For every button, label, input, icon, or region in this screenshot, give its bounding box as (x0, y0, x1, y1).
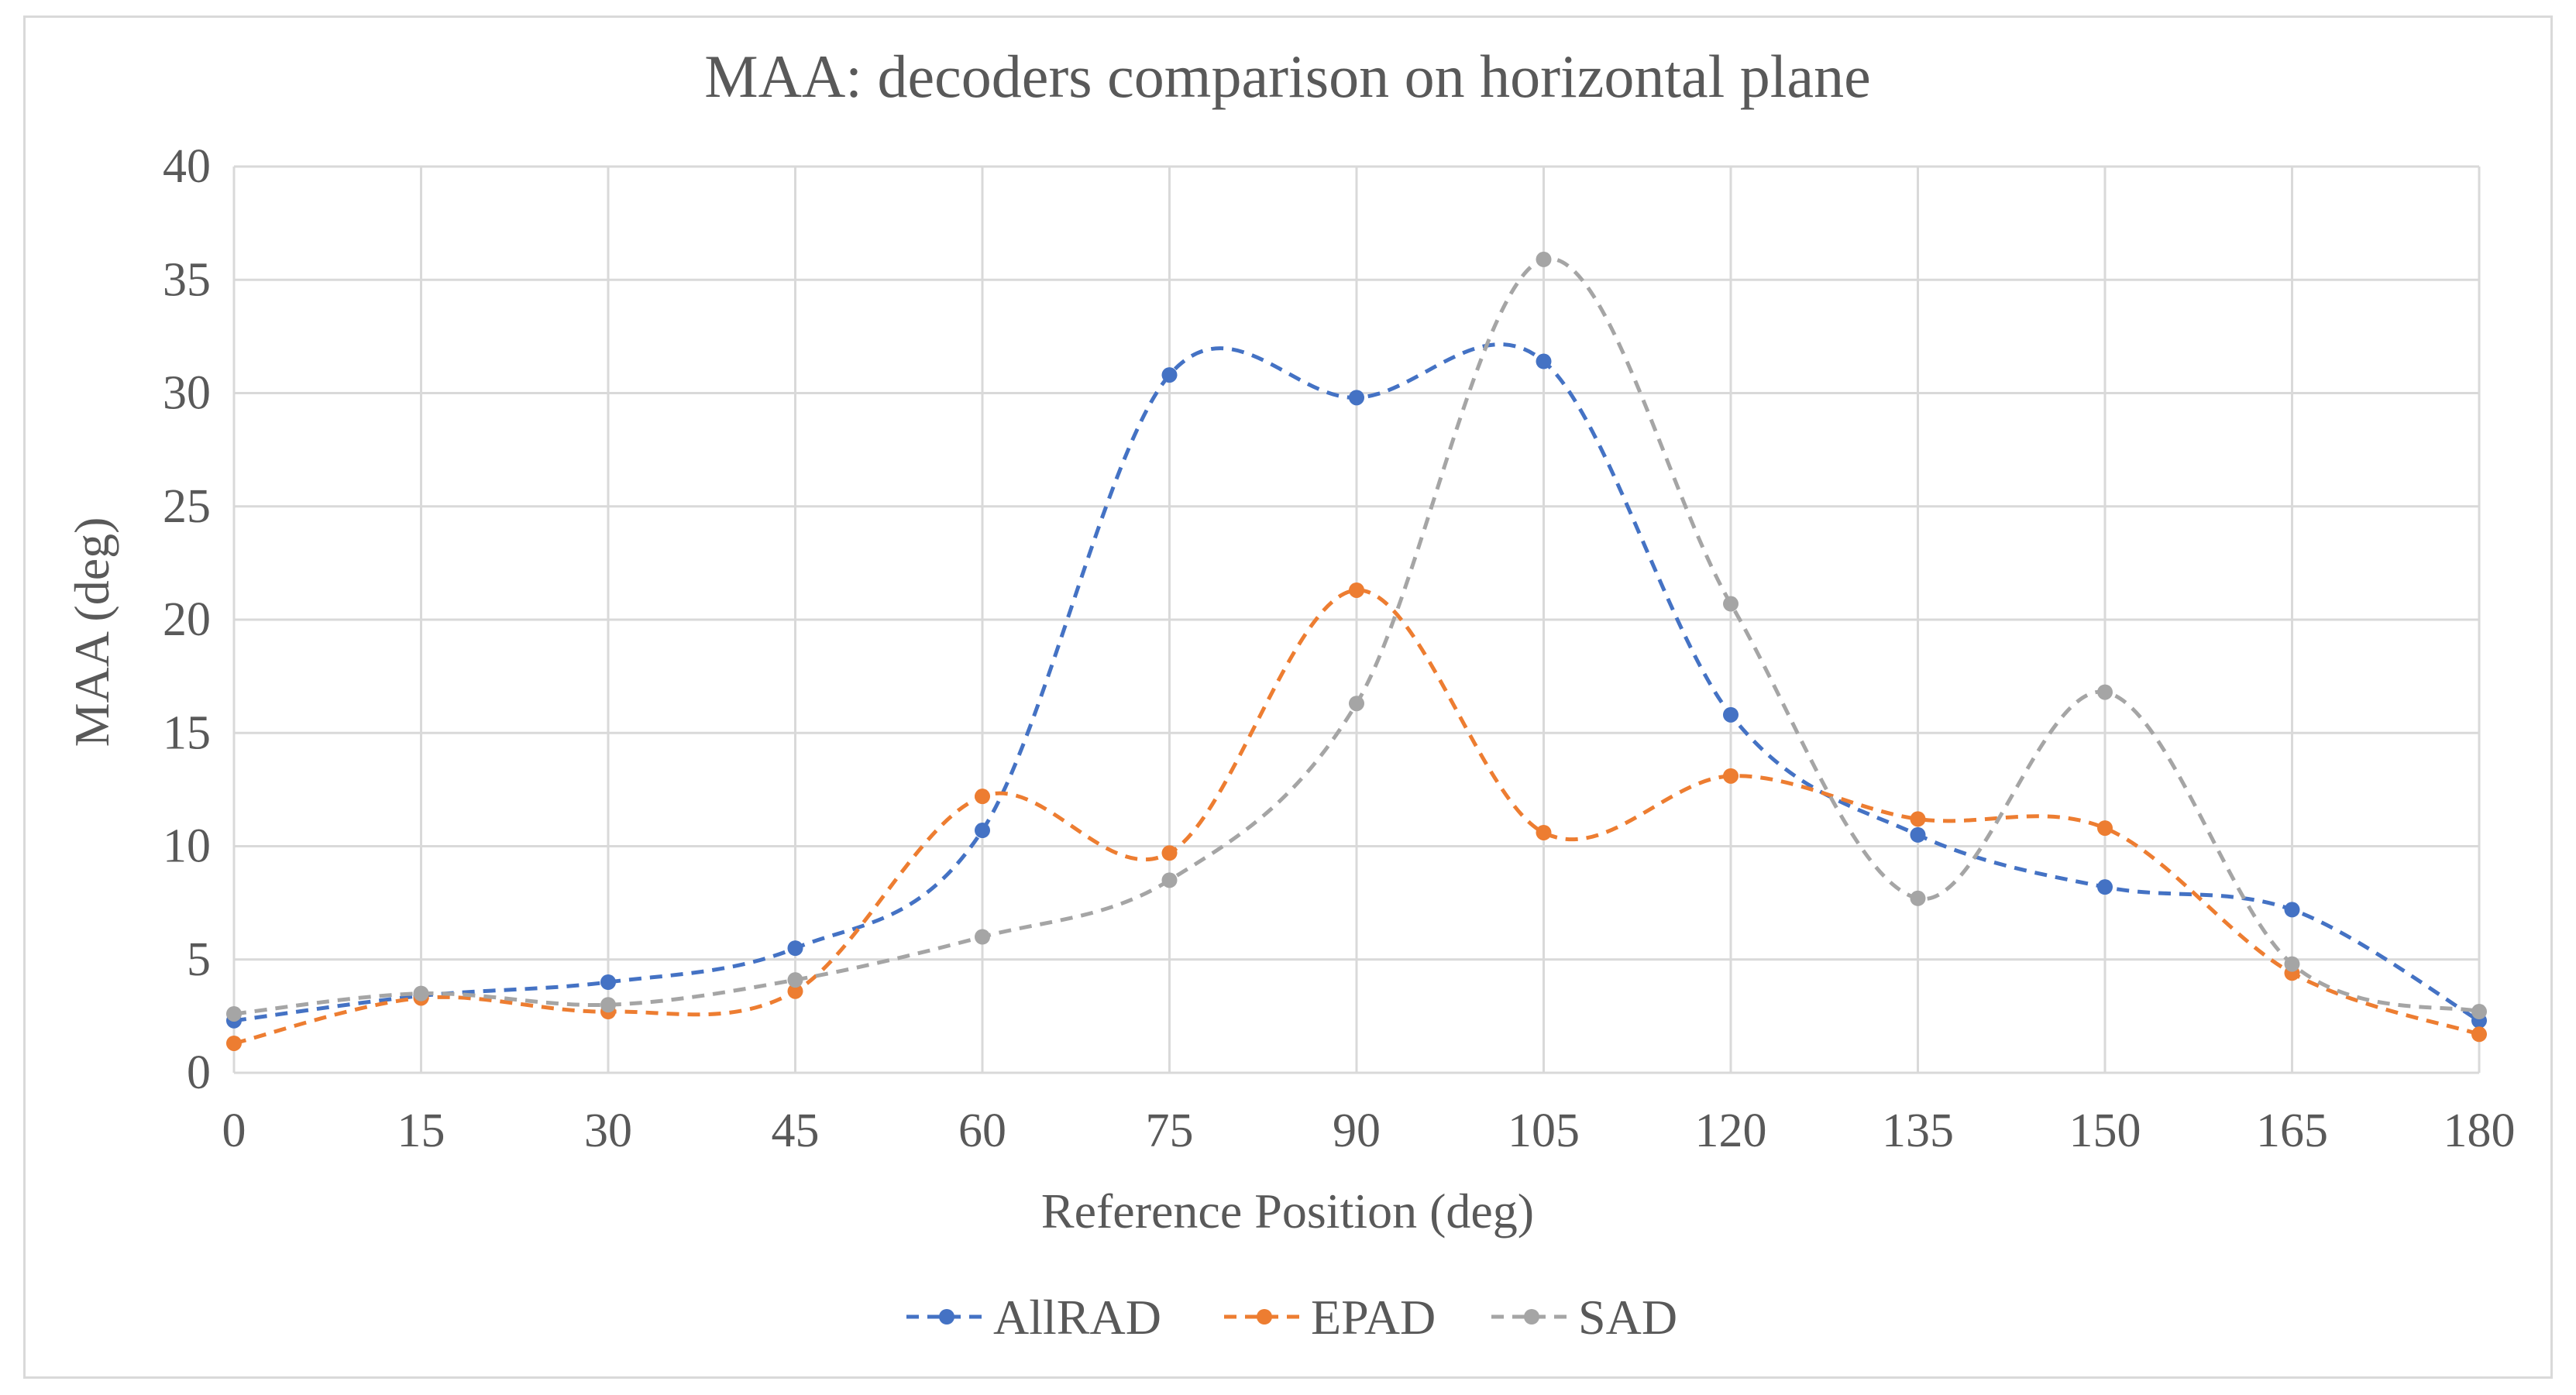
gridlines (232, 165, 2481, 1074)
data-point-sad (787, 972, 803, 988)
y-tick-label: 25 (163, 480, 211, 533)
data-point-sad (1349, 696, 1364, 712)
data-point-sad (1536, 251, 1552, 267)
data-point-sad (2471, 1004, 2487, 1020)
x-tick-label: 0 (222, 1105, 246, 1157)
data-point-allrad (975, 823, 990, 839)
data-point-sad (226, 1005, 242, 1022)
data-point-sad (1161, 872, 1178, 888)
data-point-epad (2097, 820, 2113, 837)
data-point-epad (1349, 582, 1364, 598)
chart-title: MAA: decoders comparison on horizontal p… (704, 43, 1870, 110)
data-point-epad (1723, 768, 1739, 784)
x-tick-label: 15 (397, 1105, 445, 1157)
x-axis-ticks: 0 15 30 45 60 75 90 105 120 135 150 165 180 (222, 1105, 2516, 1157)
legend-item-allrad: AllRAD (906, 1290, 1161, 1345)
data-point-allrad (1910, 826, 1926, 843)
data-point-allrad (1723, 706, 1739, 723)
y-tick-label: 15 (163, 706, 211, 759)
data-point-allrad (1536, 353, 1552, 369)
y-tick-label: 35 (163, 253, 211, 306)
y-tick-label: 5 (187, 933, 211, 986)
data-point-allrad (1161, 367, 1178, 383)
legend-marker (939, 1309, 954, 1325)
series-sad (226, 251, 2487, 1022)
x-tick-label: 90 (1333, 1105, 1381, 1157)
data-point-sad (600, 997, 616, 1013)
legend-label: SAD (1578, 1290, 1677, 1345)
data-point-allrad (600, 974, 616, 990)
y-tick-label: 30 (163, 367, 211, 420)
legend: AllRAD EPAD SAD (906, 1290, 1677, 1345)
x-tick-label: 30 (584, 1105, 632, 1157)
y-tick-label: 10 (163, 820, 211, 873)
data-point-epad (2471, 1026, 2487, 1043)
data-point-allrad (2284, 902, 2300, 918)
data-point-epad (1161, 845, 1178, 861)
data-point-sad (2284, 956, 2300, 972)
legend-marker (1257, 1309, 1272, 1325)
data-point-epad (226, 1035, 242, 1051)
y-axis-title: MAA (deg) (64, 517, 119, 747)
x-axis-title: Reference Position (deg) (1041, 1184, 1534, 1239)
x-tick-label: 75 (1146, 1105, 1194, 1157)
legend-item-sad: SAD (1491, 1290, 1677, 1345)
y-tick-label: 20 (163, 593, 211, 646)
legend-item-epad: EPAD (1224, 1290, 1436, 1345)
data-point-epad (1910, 811, 1926, 827)
data-point-allrad (787, 940, 803, 957)
data-point-allrad (2097, 879, 2113, 895)
data-point-epad (975, 789, 990, 805)
x-tick-label: 135 (1882, 1105, 1954, 1157)
legend-label: AllRAD (993, 1290, 1161, 1345)
data-point-sad (1723, 596, 1739, 612)
chart-frame (23, 15, 2553, 1379)
x-tick-label: 165 (2256, 1105, 2328, 1157)
x-tick-label: 120 (1695, 1105, 1767, 1157)
x-tick-label: 60 (958, 1105, 1006, 1157)
y-tick-label: 0 (187, 1046, 211, 1099)
data-point-allrad (1349, 390, 1364, 406)
x-tick-label: 45 (772, 1105, 820, 1157)
data-point-epad (1536, 824, 1552, 840)
legend-label: EPAD (1311, 1290, 1436, 1345)
x-tick-label: 180 (2444, 1105, 2516, 1157)
y-tick-label: 40 (163, 140, 211, 193)
x-tick-label: 105 (1508, 1105, 1580, 1157)
series-group (226, 251, 2487, 1051)
data-point-sad (975, 929, 990, 945)
x-tick-label: 150 (2069, 1105, 2141, 1157)
y-axis-ticks: 0 5 10 15 20 25 30 35 40 (163, 140, 211, 1099)
data-point-sad (2097, 684, 2113, 700)
data-point-sad (413, 985, 429, 1002)
data-point-sad (1910, 890, 1926, 906)
legend-marker (1524, 1309, 1539, 1325)
data-point-epad (787, 983, 803, 999)
